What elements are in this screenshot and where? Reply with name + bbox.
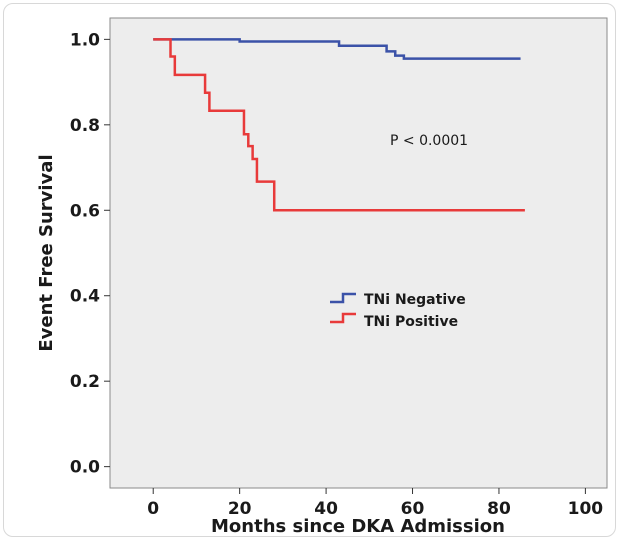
x-tick-label: 40 [314,499,338,519]
plot-area [109,17,608,489]
y-tick-label: 0.4 [70,287,100,307]
x-axis: 0 20 40 60 80 100 [147,488,603,519]
series-line-tni-positive [153,38,525,212]
series-layer [153,38,525,212]
legend-label-tni-positive: TNi Positive [364,314,458,330]
y-tick-label: 0.0 [70,458,100,478]
legend-swatch-tni-negative [330,292,356,304]
x-tick-label: 60 [401,499,425,519]
x-tick-label: 100 [568,499,604,519]
legend: TNi Negative TNi Positive [330,292,466,330]
x-tick-label: 0 [147,499,159,519]
y-axis: 0.0 0.2 0.4 0.6 0.8 1.0 [70,30,110,478]
legend-label-tni-negative: TNi Negative [364,292,466,308]
legend-swatch-tni-positive [330,312,356,324]
y-tick-label: 0.6 [70,201,100,221]
x-tick-label: 80 [487,499,511,519]
y-tick-label: 1.0 [70,30,100,50]
x-axis-title: Months since DKA Admission [211,516,505,537]
y-tick-label: 0.2 [70,372,100,392]
x-tick-label: 20 [228,499,252,519]
y-axis-title: Event Free Survival [36,154,57,351]
y-tick-label: 0.8 [70,116,100,136]
p-value-annotation: P < 0.0001 [390,133,468,149]
series-line-tni-negative [153,38,521,60]
